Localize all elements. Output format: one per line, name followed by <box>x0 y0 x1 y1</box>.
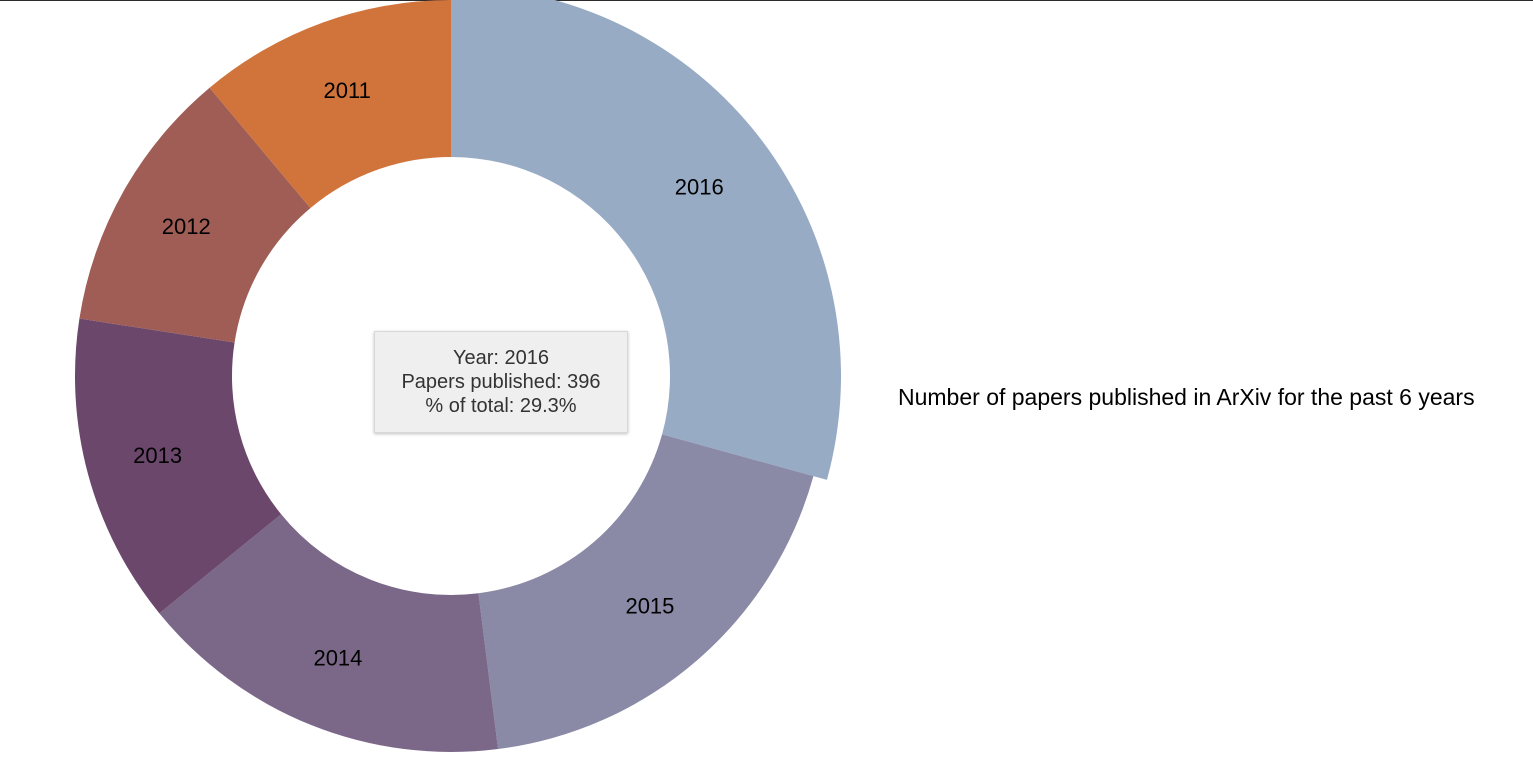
slice-2015[interactable] <box>478 434 814 750</box>
slice-label-2012: 2012 <box>162 214 211 239</box>
slice-2012[interactable] <box>79 87 311 343</box>
top-border-line <box>0 0 1533 1</box>
slice-2011[interactable] <box>209 0 451 209</box>
slice-label-2014: 2014 <box>313 646 362 671</box>
tooltip-percent: % of total: 29.3% <box>425 395 577 417</box>
chart-title: Number of papers published in ArXiv for … <box>898 384 1475 410</box>
slice-2014[interactable] <box>159 514 499 752</box>
slice-label-2016: 2016 <box>675 175 724 200</box>
donut-slice-labels: 2016 2015 2014 2013 2012 2011 <box>133 78 724 671</box>
slice-label-2011: 2011 <box>324 78 371 103</box>
donut-slices <box>75 0 841 752</box>
tooltip-year: Year: 2016 <box>452 347 549 369</box>
slice-2016[interactable] <box>451 0 841 480</box>
chart-tooltip: Year: 2016 Papers published: 396 % of to… <box>374 331 628 433</box>
slice-2013[interactable] <box>75 318 282 614</box>
donut-chart: 2016 2015 2014 2013 2012 2011 <box>75 0 841 752</box>
slice-label-2015: 2015 <box>625 593 674 618</box>
slice-label-2013: 2013 <box>133 443 182 468</box>
tooltip-papers: Papers published: 396 <box>401 371 601 393</box>
